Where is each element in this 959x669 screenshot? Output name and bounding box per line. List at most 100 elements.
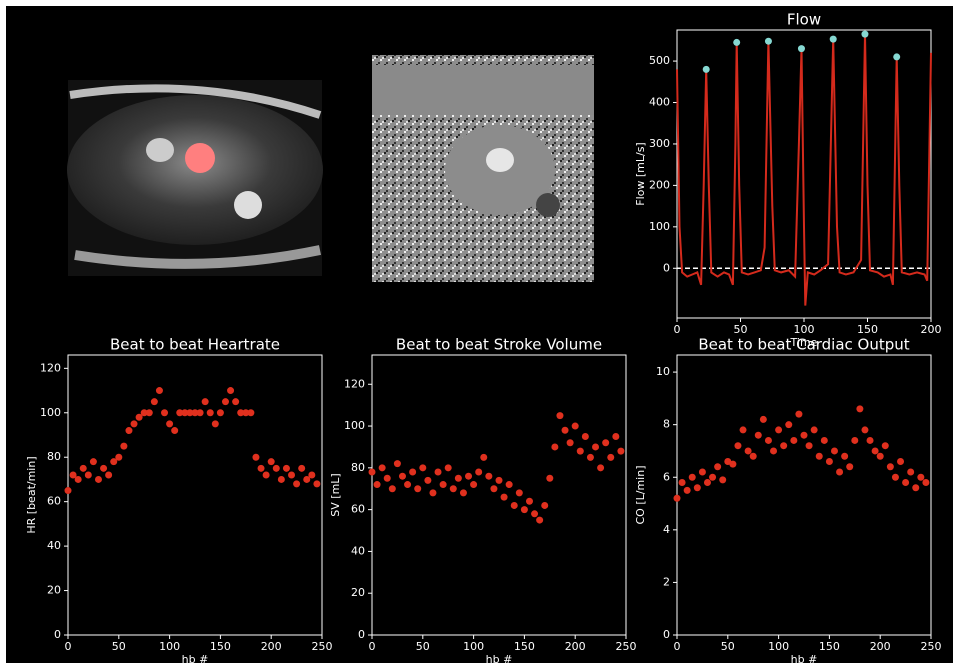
x-tick-label: 50 [416, 640, 430, 653]
point [587, 454, 594, 461]
point [679, 479, 686, 486]
point [146, 409, 153, 416]
point [551, 443, 558, 450]
y-tick-label: 2 [663, 575, 670, 588]
point [404, 481, 411, 488]
point [424, 477, 431, 484]
point [897, 458, 904, 465]
point [171, 427, 178, 434]
x-tick-label: 250 [312, 640, 333, 653]
point [125, 427, 132, 434]
point [399, 473, 406, 480]
chart-title: Beat to beat Stroke Volume [396, 336, 602, 354]
y-tick-label: 0 [663, 261, 670, 274]
y-tick-label: 60 [351, 503, 365, 516]
point [917, 474, 924, 481]
point [582, 433, 589, 440]
point [161, 409, 168, 416]
y-tick-label: 6 [663, 470, 670, 483]
point [131, 420, 138, 427]
x-tick-label: 200 [565, 640, 586, 653]
point [617, 448, 624, 455]
x-tick-label: 100 [463, 640, 484, 653]
point [846, 463, 853, 470]
point [877, 453, 884, 460]
y-axis-label: CO [L/min] [634, 466, 647, 525]
phase-image [372, 55, 594, 282]
point [887, 463, 894, 470]
point [719, 476, 726, 483]
point [435, 469, 442, 476]
y-tick-label: 500 [649, 54, 670, 67]
point [516, 489, 523, 496]
x-tick-label: 50 [721, 640, 735, 653]
point [714, 463, 721, 470]
point [790, 437, 797, 444]
point [440, 481, 447, 488]
point [750, 453, 757, 460]
point [156, 387, 163, 394]
x-tick-label: 50 [112, 640, 126, 653]
point [298, 465, 305, 472]
x-tick-label: 200 [921, 323, 942, 336]
point [541, 502, 548, 509]
y-tick-label: 8 [663, 418, 670, 431]
point [907, 468, 914, 475]
x-tick-label: 150 [210, 640, 231, 653]
point [217, 409, 224, 416]
point [684, 487, 691, 494]
x-tick-label: 150 [819, 640, 840, 653]
point [521, 506, 528, 513]
y-tick-label: 0 [663, 628, 670, 641]
point [409, 469, 416, 476]
y-tick-label: 80 [47, 450, 61, 463]
x-tick-label: 0 [65, 640, 72, 653]
x-tick-label: 50 [734, 323, 748, 336]
y-tick-label: 100 [344, 419, 365, 432]
y-tick-label: 0 [358, 628, 365, 641]
point [816, 453, 823, 460]
point [536, 517, 543, 524]
x-tick-label: 100 [768, 640, 789, 653]
point [709, 474, 716, 481]
point [806, 442, 813, 449]
y-tick-label: 20 [351, 586, 365, 599]
point [597, 464, 604, 471]
point [607, 454, 614, 461]
peak-marker [893, 53, 900, 60]
magnitude-image [67, 80, 323, 276]
point [166, 420, 173, 427]
y-tick-label: 4 [663, 523, 670, 536]
point [765, 437, 772, 444]
point [811, 426, 818, 433]
point [105, 472, 112, 479]
chart-title: Beat to beat Heartrate [110, 336, 280, 354]
point [475, 469, 482, 476]
point [75, 476, 82, 483]
point [460, 489, 467, 496]
x-tick-label: 0 [674, 323, 681, 336]
chart-title: Flow [787, 11, 821, 29]
point [384, 475, 391, 482]
peak-marker [861, 31, 868, 38]
point [80, 465, 87, 472]
x-tick-label: 0 [674, 640, 681, 653]
point [821, 437, 828, 444]
point [674, 495, 681, 502]
point [273, 465, 280, 472]
point [85, 472, 92, 479]
point [252, 454, 259, 461]
peak-marker [798, 45, 805, 52]
point [760, 416, 767, 423]
point [826, 458, 833, 465]
point [455, 475, 462, 482]
point [465, 473, 472, 480]
point [699, 468, 706, 475]
point [745, 447, 752, 454]
y-tick-label: 60 [47, 495, 61, 508]
point [313, 480, 320, 487]
point [227, 387, 234, 394]
y-tick-label: 100 [40, 406, 61, 419]
point [485, 473, 492, 480]
y-axis-label: SV [mL] [329, 473, 342, 516]
